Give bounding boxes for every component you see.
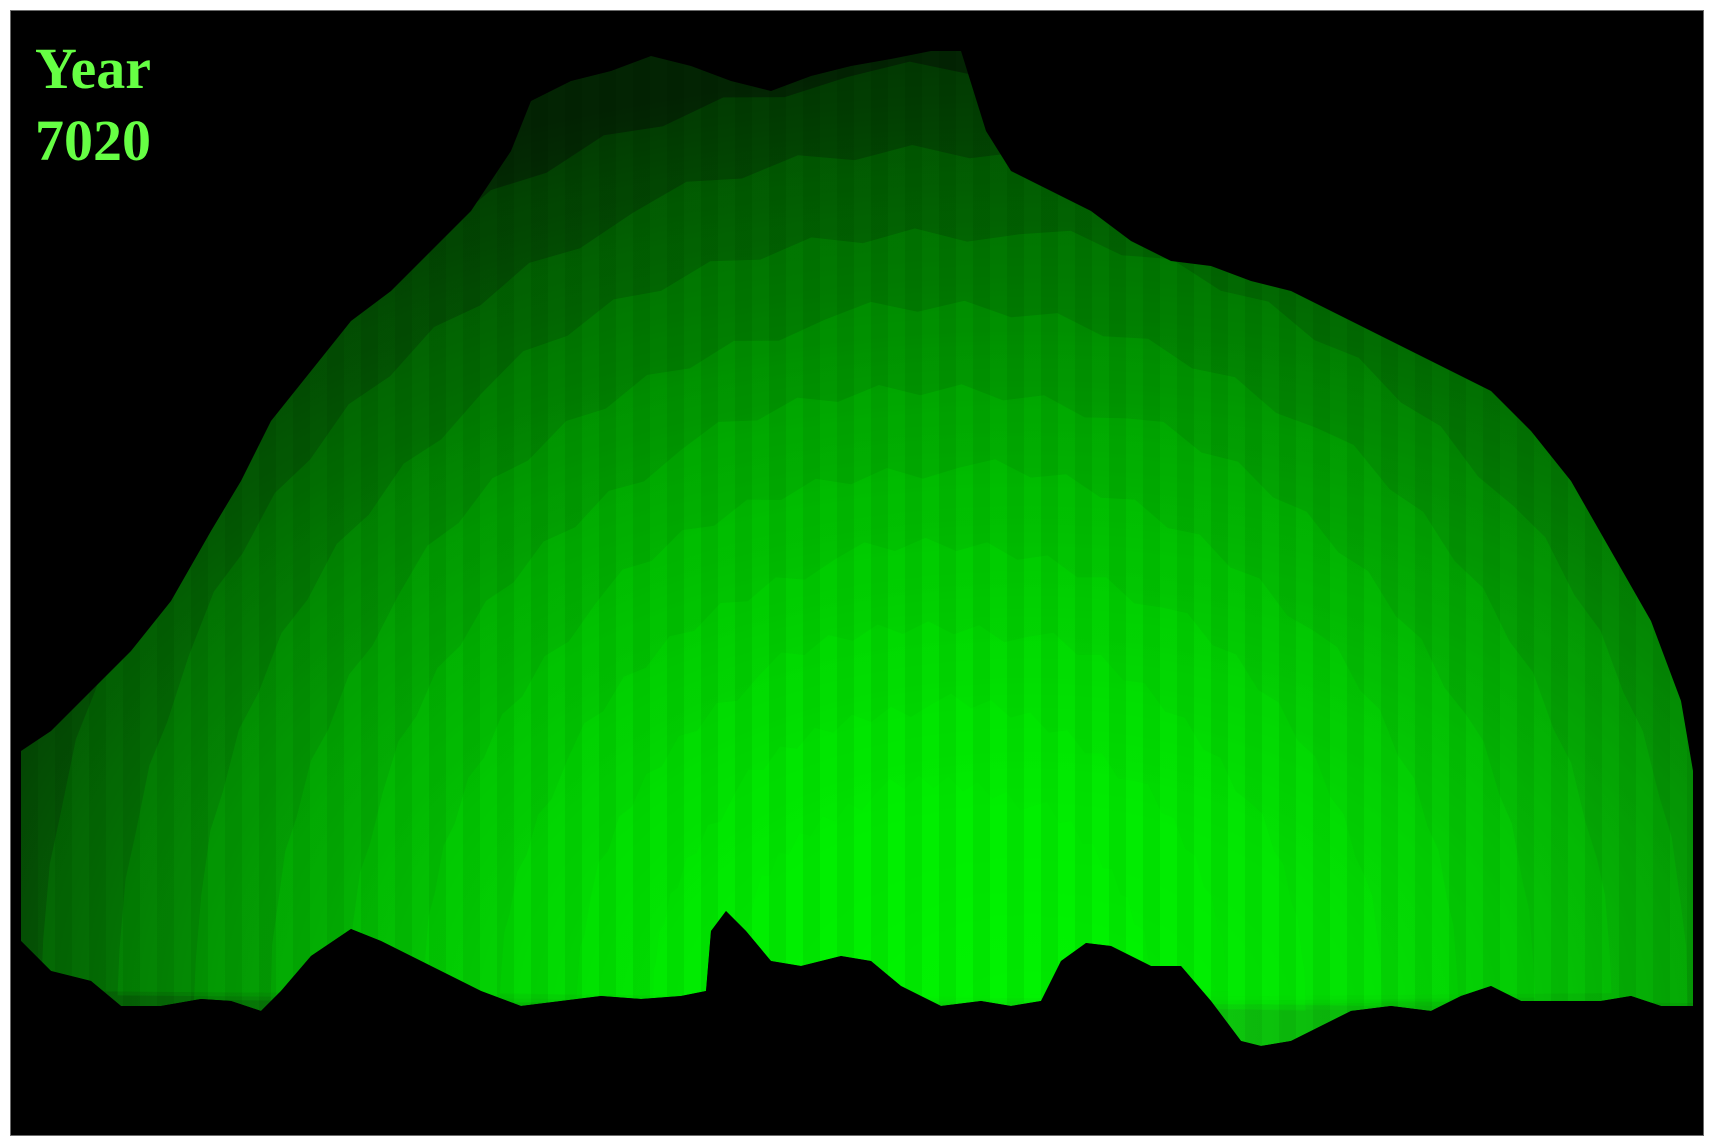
terrain-stripe <box>429 51 446 1046</box>
terrain-stripe <box>531 51 548 1046</box>
terrain-stripe <box>1245 51 1262 1046</box>
ground-silhouette <box>11 911 1703 1135</box>
terrain-bands <box>21 51 1693 1046</box>
year-label: Year 7020 <box>35 33 151 177</box>
terrain-stripe <box>803 51 820 1046</box>
terrain-stripe <box>1551 51 1568 1046</box>
terrain-stripe <box>1075 51 1092 1046</box>
terrain-stripe <box>1381 51 1398 1046</box>
terrain-stripe <box>1211 51 1228 1046</box>
terrain-stripe <box>1041 51 1058 1046</box>
terrain-stripe <box>1585 51 1602 1046</box>
terrain-stripe <box>633 51 650 1046</box>
terrain-stripe <box>939 51 956 1046</box>
terrain-stripe <box>871 51 888 1046</box>
terrain-stripe <box>1653 51 1670 1046</box>
terrain-stripe <box>565 51 582 1046</box>
terrain-stripe <box>157 51 174 1046</box>
terrain-stripe <box>735 51 752 1046</box>
terrain-band <box>653 693 1229 1002</box>
terrain-stripe <box>837 51 854 1046</box>
terrain-stripe <box>1483 51 1500 1046</box>
terrain-stripe <box>973 51 990 1046</box>
terrain-stripe <box>701 51 718 1046</box>
terrain-stripe <box>599 51 616 1046</box>
terrain-stripe <box>497 51 514 1046</box>
terrain-band <box>117 145 1693 1009</box>
terrain-stripe <box>1449 51 1466 1046</box>
terrain-stripe <box>1007 51 1024 1046</box>
terrain-stripe <box>1109 51 1126 1046</box>
terrain-visualization <box>11 51 1703 1135</box>
terrain-stripe <box>395 51 412 1046</box>
terrain-stripe <box>769 51 786 1046</box>
terrain-stripe <box>191 51 208 1046</box>
terrain-stripe <box>1347 51 1364 1046</box>
viewport-frame: Year 7020 <box>10 10 1704 1136</box>
terrain-stripe <box>667 51 684 1046</box>
terrain-stripe <box>1415 51 1432 1046</box>
terrain-stripe <box>1143 51 1160 1046</box>
terrain-stripe <box>89 51 106 1046</box>
terrain-stripe <box>123 51 140 1046</box>
terrain-stripe <box>55 51 72 1046</box>
terrain-stripe <box>1279 51 1296 1046</box>
terrain-band <box>576 621 1306 1011</box>
terrain-band <box>423 459 1459 1013</box>
terrain-band <box>270 300 1612 1005</box>
terrain-stripe <box>1177 51 1194 1046</box>
terrain-stripe <box>1687 51 1693 1046</box>
terrain-band <box>194 228 1688 1013</box>
terrain-stripe <box>1313 51 1330 1046</box>
terrain-stripe <box>905 51 922 1046</box>
terrain-stripe <box>1517 51 1534 1046</box>
year-label-value: 7020 <box>35 108 151 173</box>
terrain-stripe <box>1619 51 1636 1046</box>
terrain-band <box>347 384 1535 1009</box>
terrain-stripe <box>463 51 480 1046</box>
terrain-band <box>500 537 1382 1007</box>
terrain-stripe <box>225 51 242 1046</box>
terrain-stripe <box>259 51 276 1046</box>
terrain-band <box>729 775 1153 1007</box>
year-label-title: Year <box>35 36 151 101</box>
